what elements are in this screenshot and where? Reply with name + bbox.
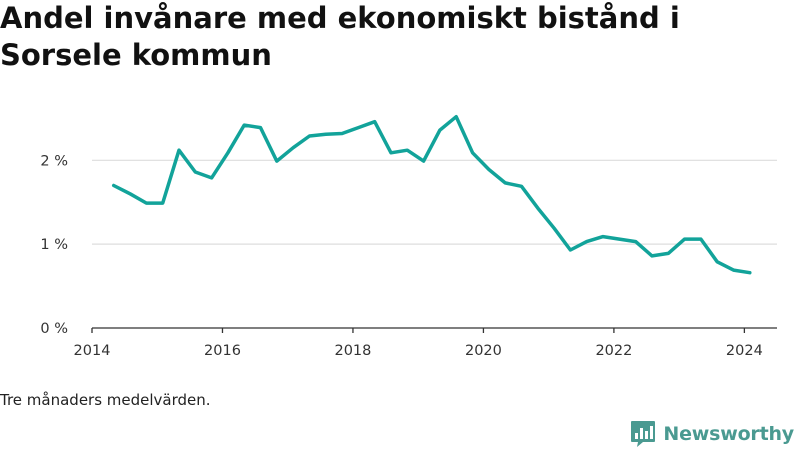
- brand-name: Newsworthy: [663, 423, 794, 445]
- x-axis-tick-labels: 2014 2016 2018 2020 2022 2024: [74, 328, 763, 359]
- y-tick-label: 0 %: [40, 321, 68, 337]
- y-axis-tick-labels: 0 % 1 % 2 %: [40, 153, 68, 337]
- line-chart: 0 % 1 % 2 % 2014 2016 2018 2020 2022 2024: [40, 114, 777, 359]
- x-tick-label: 2020: [465, 343, 502, 359]
- y-tick-label: 1 %: [40, 237, 68, 253]
- y-tick-label: 2 %: [40, 153, 68, 169]
- x-tick-label: 2022: [595, 343, 632, 359]
- x-tick-label: 2018: [334, 343, 371, 359]
- newsworthy-logo-icon: [631, 421, 656, 447]
- footnote: Tre månaders medelvärden.: [0, 391, 211, 409]
- series-line: [111, 114, 752, 275]
- brand-logo[interactable]: Newsworthy: [630, 420, 794, 448]
- x-tick-label: 2014: [74, 343, 111, 359]
- x-tick-label: 2016: [204, 343, 241, 359]
- series-layer: [111, 114, 752, 275]
- chart-title: Andel invånare med ekonomiskt bistånd i …: [0, 1, 680, 72]
- gridlines: [92, 159, 777, 245]
- x-tick-label: 2024: [726, 343, 763, 359]
